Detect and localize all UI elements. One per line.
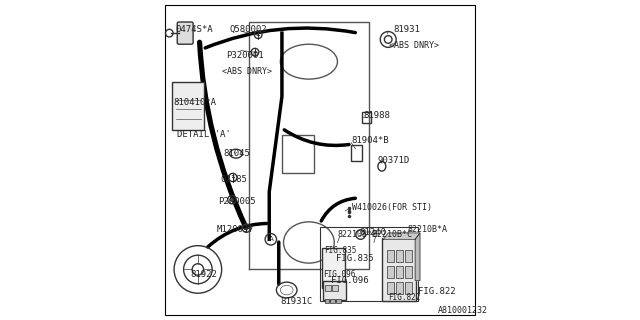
FancyBboxPatch shape — [404, 266, 412, 278]
Text: 81045: 81045 — [223, 149, 250, 158]
Text: 81240: 81240 — [360, 228, 387, 237]
FancyBboxPatch shape — [324, 299, 329, 303]
Text: <ABS DNRY>: <ABS DNRY> — [389, 41, 439, 50]
Text: 82210B*A: 82210B*A — [407, 225, 447, 234]
FancyBboxPatch shape — [383, 238, 416, 300]
Text: 81931: 81931 — [393, 25, 420, 35]
Text: FIG.822: FIG.822 — [388, 293, 420, 302]
Text: 82210B*B: 82210B*B — [337, 230, 378, 239]
Text: FIG.822: FIG.822 — [419, 287, 456, 296]
Text: 81988: 81988 — [364, 111, 390, 120]
Text: M120097: M120097 — [217, 225, 255, 234]
FancyBboxPatch shape — [396, 282, 403, 293]
FancyBboxPatch shape — [387, 266, 394, 278]
FancyBboxPatch shape — [336, 299, 340, 303]
Text: 81922: 81922 — [190, 270, 217, 279]
FancyBboxPatch shape — [387, 282, 394, 293]
Text: P200005: P200005 — [218, 197, 256, 206]
Text: W410026(FOR STI): W410026(FOR STI) — [352, 203, 432, 212]
FancyBboxPatch shape — [322, 248, 345, 288]
Text: 90371D: 90371D — [377, 156, 410, 164]
FancyBboxPatch shape — [323, 282, 346, 300]
Text: FIG.835: FIG.835 — [337, 254, 374, 263]
Text: FIG.835: FIG.835 — [324, 246, 356, 255]
Text: 81931C: 81931C — [280, 297, 312, 306]
FancyBboxPatch shape — [404, 250, 412, 262]
Text: <ABS DNRY>: <ABS DNRY> — [222, 67, 272, 76]
Text: 810410*A: 810410*A — [173, 99, 216, 108]
Text: DETAIL 'A': DETAIL 'A' — [177, 130, 230, 139]
FancyBboxPatch shape — [404, 282, 412, 293]
FancyBboxPatch shape — [173, 82, 204, 130]
Text: 81904*B: 81904*B — [352, 136, 389, 146]
FancyBboxPatch shape — [177, 22, 193, 44]
Circle shape — [230, 198, 234, 202]
FancyBboxPatch shape — [387, 250, 394, 262]
Polygon shape — [415, 233, 420, 281]
FancyBboxPatch shape — [330, 299, 335, 303]
Text: FIG.096: FIG.096 — [323, 270, 356, 279]
Text: A: A — [268, 236, 273, 242]
FancyBboxPatch shape — [396, 250, 403, 262]
Text: 0474S*A: 0474S*A — [175, 25, 213, 35]
Text: 82210B*C: 82210B*C — [372, 230, 412, 239]
Text: P320001: P320001 — [227, 51, 264, 60]
Text: FIG.096: FIG.096 — [331, 276, 369, 285]
Text: 02185: 02185 — [220, 174, 247, 184]
Polygon shape — [383, 233, 420, 239]
FancyBboxPatch shape — [332, 285, 338, 291]
Text: A810001232: A810001232 — [437, 306, 488, 315]
FancyBboxPatch shape — [325, 285, 331, 291]
FancyBboxPatch shape — [396, 266, 403, 278]
Text: Q580002: Q580002 — [230, 25, 268, 35]
